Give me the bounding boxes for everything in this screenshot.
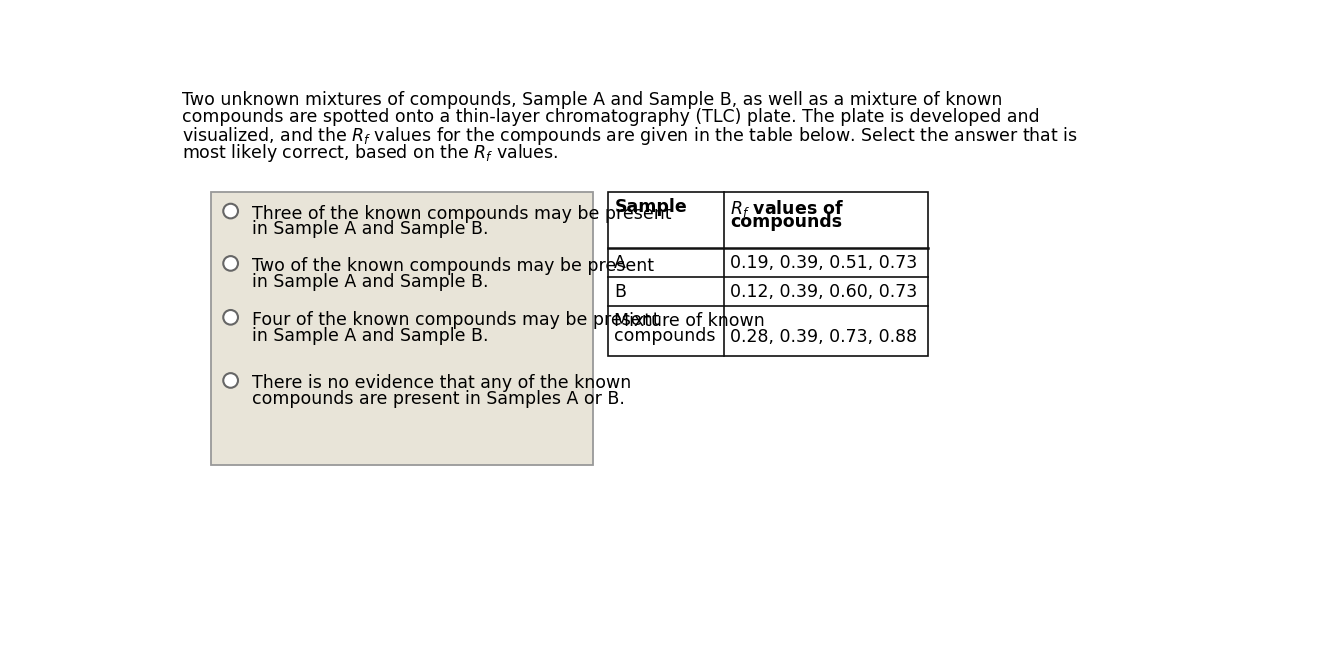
- Circle shape: [223, 373, 239, 388]
- Text: $R_f$ values of: $R_f$ values of: [730, 198, 845, 219]
- Text: Two of the known compounds may be present: Two of the known compounds may be presen…: [252, 257, 654, 275]
- Text: 0.28, 0.39, 0.73, 0.88: 0.28, 0.39, 0.73, 0.88: [730, 328, 917, 346]
- FancyBboxPatch shape: [211, 192, 593, 465]
- Text: in Sample A and Sample B.: in Sample A and Sample B.: [252, 273, 489, 291]
- Text: Four of the known compounds may be present: Four of the known compounds may be prese…: [252, 311, 660, 329]
- Text: compounds are present in Samples A or B.: compounds are present in Samples A or B.: [252, 389, 625, 407]
- Circle shape: [223, 310, 239, 325]
- Text: compounds are spotted onto a thin-layer chromatography (TLC) plate. The plate is: compounds are spotted onto a thin-layer …: [182, 108, 1040, 126]
- Text: in Sample A and Sample B.: in Sample A and Sample B.: [252, 220, 489, 238]
- Text: 0.19, 0.39, 0.51, 0.73: 0.19, 0.39, 0.51, 0.73: [730, 255, 917, 272]
- Text: compounds: compounds: [730, 213, 842, 231]
- Text: in Sample A and Sample B.: in Sample A and Sample B.: [252, 327, 489, 345]
- Text: Three of the known compounds may be present: Three of the known compounds may be pres…: [252, 205, 672, 223]
- Text: A: A: [614, 255, 626, 272]
- Text: visualized, and the $R_f$ values for the compounds are given in the table below.: visualized, and the $R_f$ values for the…: [182, 125, 1078, 147]
- Text: 0.12, 0.39, 0.60, 0.73: 0.12, 0.39, 0.60, 0.73: [730, 283, 917, 301]
- Circle shape: [223, 204, 239, 218]
- Text: Sample: Sample: [614, 198, 687, 216]
- Circle shape: [223, 256, 239, 271]
- Text: There is no evidence that any of the known: There is no evidence that any of the kno…: [252, 374, 631, 392]
- Text: most likely correct, based on the $R_f$ values.: most likely correct, based on the $R_f$ …: [182, 142, 558, 164]
- Text: B: B: [614, 283, 626, 301]
- Text: Two unknown mixtures of compounds, Sample A and Sample B, as well as a mixture o: Two unknown mixtures of compounds, Sampl…: [182, 91, 1002, 109]
- Text: Mixture of known: Mixture of known: [614, 312, 764, 330]
- Text: compounds: compounds: [614, 327, 716, 345]
